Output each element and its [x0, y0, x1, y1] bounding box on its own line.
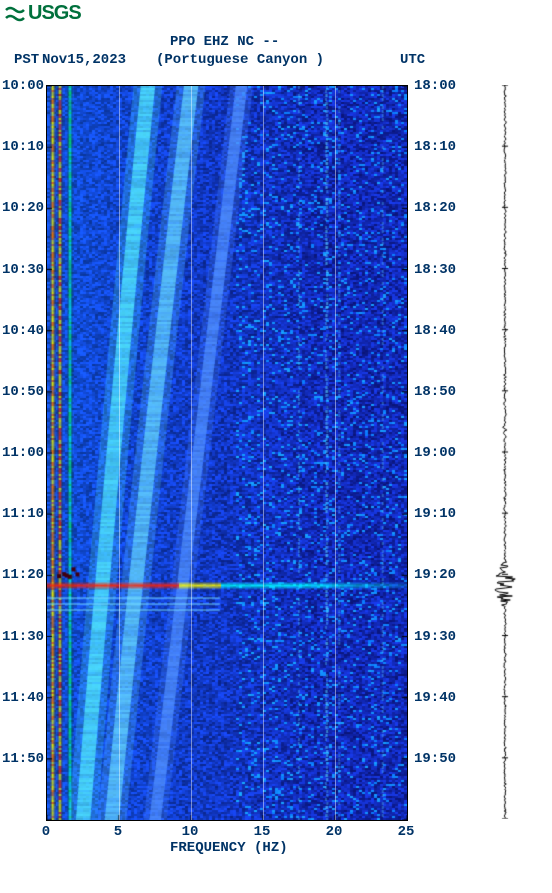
seismogram-trace	[490, 85, 520, 819]
ytick-left: 11:40	[0, 690, 44, 706]
station-name: (Portuguese Canyon )	[156, 52, 324, 68]
spectrogram-plot	[46, 85, 408, 821]
xtick: 20	[322, 824, 346, 840]
xtick: 0	[34, 824, 58, 840]
ytick-left: 10:40	[0, 323, 44, 339]
ytick-left: 10:50	[0, 384, 44, 400]
xtick: 5	[106, 824, 130, 840]
ytick-right: 19:40	[414, 690, 464, 706]
ytick-right: 18:40	[414, 323, 464, 339]
xtick: 10	[178, 824, 202, 840]
ytick-left: 10:10	[0, 139, 44, 155]
ytick-right: 18:10	[414, 139, 464, 155]
station-code: PPO EHZ NC --	[170, 34, 279, 50]
left-tz-label: PST	[14, 52, 39, 68]
ytick-right: 19:50	[414, 751, 464, 767]
ytick-left: 10:30	[0, 262, 44, 278]
ytick-right: 19:00	[414, 445, 464, 461]
ytick-left: 11:20	[0, 567, 44, 583]
ytick-right: 19:20	[414, 567, 464, 583]
spectrogram-canvas	[47, 86, 407, 820]
ytick-left: 11:50	[0, 751, 44, 767]
usgs-logo: USGS	[4, 2, 81, 25]
xtick: 15	[250, 824, 274, 840]
x-axis-label: FREQUENCY (HZ)	[170, 840, 288, 856]
ytick-right: 19:30	[414, 629, 464, 645]
ytick-right: 19:10	[414, 506, 464, 522]
ytick-right: 18:20	[414, 200, 464, 216]
ytick-left: 10:00	[0, 78, 44, 94]
ytick-left: 10:20	[0, 200, 44, 216]
ytick-right: 18:30	[414, 262, 464, 278]
ytick-left: 11:00	[0, 445, 44, 461]
xtick: 25	[394, 824, 418, 840]
right-tz-label: UTC	[400, 52, 425, 68]
ytick-left: 11:30	[0, 629, 44, 645]
logo-text: USGS	[28, 2, 81, 25]
seismogram-canvas	[490, 85, 520, 819]
date-label: Nov15,2023	[42, 52, 126, 68]
ytick-right: 18:50	[414, 384, 464, 400]
ytick-left: 11:10	[0, 506, 44, 522]
ytick-right: 18:00	[414, 78, 464, 94]
